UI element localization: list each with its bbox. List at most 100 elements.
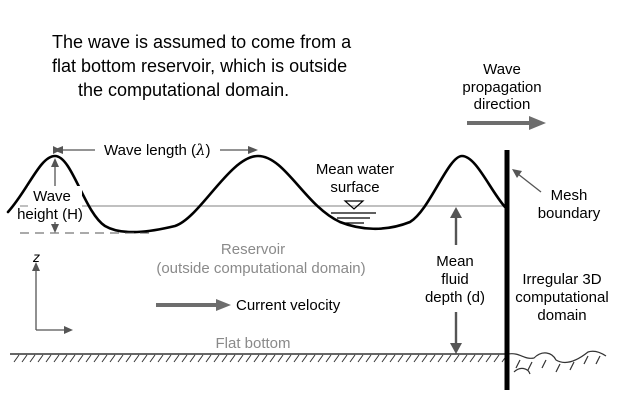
hatch-mark xyxy=(133,354,140,363)
hatch-mark xyxy=(61,354,68,363)
hatch-mark xyxy=(173,354,180,363)
reservoir-label: Reservoir (outside computational domain) xyxy=(156,241,365,277)
mean-water-line-1: Mean water xyxy=(316,161,394,178)
current-velocity-arrow xyxy=(156,299,231,311)
wave-height-label: Wave height (H) xyxy=(17,186,83,223)
mean-fluid-line-1: Mean xyxy=(436,253,474,270)
flat-bottom xyxy=(10,353,508,363)
wave-height-line-1: Wave xyxy=(33,188,71,205)
hatch-mark xyxy=(165,354,172,363)
computational-line-1: Irregular 3D xyxy=(522,271,601,288)
hatch-mark xyxy=(357,354,364,363)
hatch-mark xyxy=(77,354,84,363)
hatch-mark xyxy=(397,354,404,363)
hatch-mark xyxy=(141,354,148,363)
hatch-mark xyxy=(453,354,460,363)
hatch-mark xyxy=(85,354,92,363)
hatch-mark xyxy=(325,354,332,363)
hatch-mark xyxy=(349,354,356,363)
mean-fluid-depth-dimension xyxy=(450,207,462,354)
mean-fluid-line-3: depth (d) xyxy=(425,289,485,306)
propagation-label: Wave propagation direction xyxy=(462,61,541,113)
hatch-mark xyxy=(237,354,244,363)
intro-text: The wave is assumed to come from a flat … xyxy=(52,32,352,100)
reservoir-line-2: (outside computational domain) xyxy=(156,260,365,277)
hatch-mark xyxy=(29,354,36,363)
hatch-mark xyxy=(93,354,100,363)
hatch-mark xyxy=(229,354,236,363)
hatch-mark xyxy=(437,354,444,363)
hatch-mark xyxy=(413,354,420,363)
wave-length-label: Wave length (λ) xyxy=(104,141,211,159)
mesh-boundary-pointer xyxy=(512,169,542,193)
mesh-boundary-label: Mesh boundary xyxy=(538,187,601,222)
hatch-mark xyxy=(205,354,212,363)
hatch-mark xyxy=(45,354,52,363)
intro-line-2: flat bottom reservoir, which is outside xyxy=(52,56,347,76)
hatch-mark xyxy=(261,354,268,363)
hatch-mark xyxy=(493,354,500,363)
hatch-mark xyxy=(109,354,116,363)
hatch-mark xyxy=(277,354,284,363)
hatch-mark xyxy=(381,354,388,363)
hatch-mark xyxy=(213,354,220,363)
z-axis-label: z xyxy=(32,249,40,265)
hatch-mark xyxy=(245,354,252,363)
propagation-line-1: Wave xyxy=(483,61,521,78)
mesh-boundary-line-1: Mesh xyxy=(551,187,588,204)
hatch-mark xyxy=(101,354,108,363)
propagation-line-3: direction xyxy=(474,96,531,113)
wave-height-line-2: height (H) xyxy=(17,206,83,223)
hatch-mark xyxy=(317,354,324,363)
hatch-mark xyxy=(477,354,484,363)
hatch-mark xyxy=(157,354,164,363)
wave-length-dimension: Wave length (λ) xyxy=(53,141,258,159)
mean-water-surface-label: Mean water surface xyxy=(316,161,394,196)
current-velocity-label: Current velocity xyxy=(236,297,341,314)
flat-bottom-label: Flat bottom xyxy=(215,335,290,352)
mean-fluid-depth-label: Mean fluid depth (d) xyxy=(425,253,485,306)
hatch-mark xyxy=(149,354,156,363)
hatch-mark xyxy=(469,354,476,363)
irregular-bottom xyxy=(507,350,607,375)
mean-fluid-line-2: fluid xyxy=(441,271,469,288)
hatch-mark xyxy=(301,354,308,363)
hatch-mark xyxy=(445,354,452,363)
hatch-mark xyxy=(253,354,260,363)
water-level-symbol xyxy=(331,200,376,224)
computational-line-3: domain xyxy=(537,307,586,324)
hatch-mark xyxy=(389,354,396,363)
hatch-mark xyxy=(461,354,468,363)
hatch-mark xyxy=(21,354,28,363)
coordinate-axes: z xyxy=(32,249,73,334)
hatch-mark xyxy=(429,354,436,363)
wave-profile xyxy=(6,154,507,234)
hatch-mark xyxy=(125,354,132,363)
hatch-mark xyxy=(53,354,60,363)
mean-water-line-2: surface xyxy=(330,179,379,196)
propagation-line-2: propagation xyxy=(462,79,541,96)
hatch-mark xyxy=(285,354,292,363)
hatch-mark xyxy=(421,354,428,363)
lambda-symbol: λ xyxy=(195,141,206,159)
hatch-mark xyxy=(197,354,204,363)
reservoir-line-1: Reservoir xyxy=(221,241,285,258)
hatch-mark xyxy=(181,354,188,363)
hatch-mark xyxy=(269,354,276,363)
hatch-mark xyxy=(333,354,340,363)
computational-domain-label: Irregular 3D computational domain xyxy=(515,271,608,324)
hatch-mark xyxy=(37,354,44,363)
intro-line-3: the computational domain. xyxy=(78,80,289,100)
hatch-mark xyxy=(309,354,316,363)
mesh-boundary-line-2: boundary xyxy=(538,205,601,222)
computational-line-2: computational xyxy=(515,289,608,306)
hatch-mark xyxy=(69,354,76,363)
propagation-arrow xyxy=(467,116,546,130)
hatch-mark xyxy=(485,354,492,363)
hatch-mark xyxy=(13,354,20,363)
hatch-mark xyxy=(293,354,300,363)
hatch-mark xyxy=(221,354,228,363)
hatch-mark xyxy=(365,354,372,363)
hatch-mark xyxy=(189,354,196,363)
